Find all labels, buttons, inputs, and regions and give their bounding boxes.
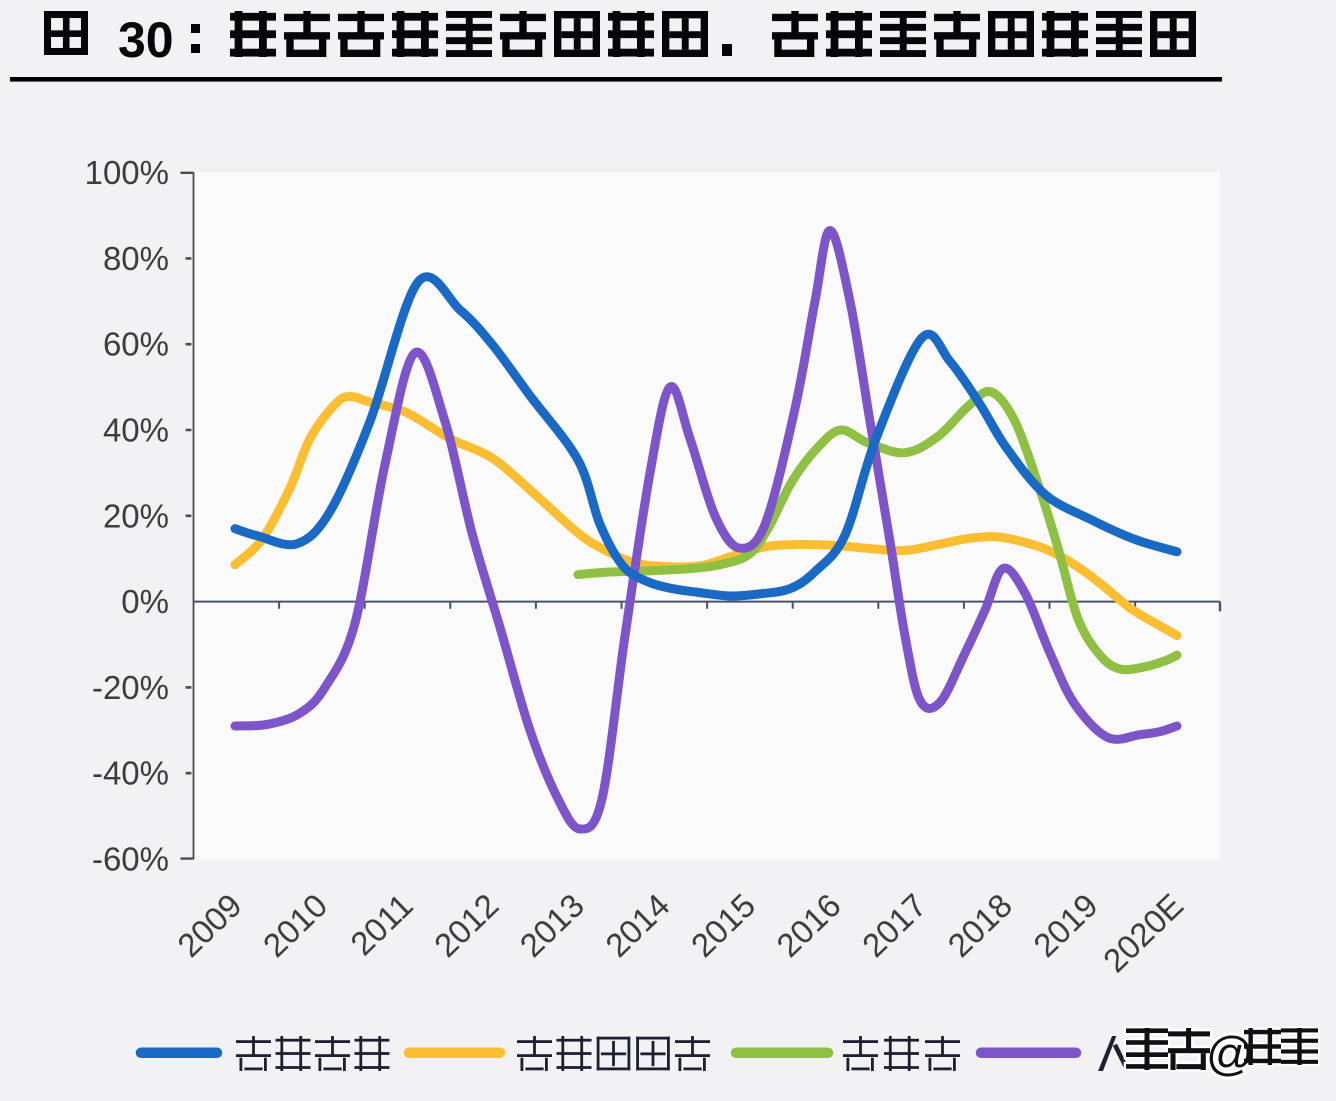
svg-text:20%: 20% bbox=[103, 497, 169, 534]
svg-text:30: 30 bbox=[118, 12, 174, 68]
svg-text:@: @ bbox=[1206, 1027, 1254, 1080]
svg-text:@: @ bbox=[1206, 1027, 1254, 1080]
svg-text:60%: 60% bbox=[103, 326, 169, 363]
svg-text:-40%: -40% bbox=[92, 755, 169, 792]
svg-text:0%: 0% bbox=[121, 583, 169, 620]
svg-text:40%: 40% bbox=[103, 412, 169, 449]
svg-text:100%: 100% bbox=[85, 154, 169, 191]
svg-text:-20%: -20% bbox=[92, 669, 169, 706]
svg-text:80%: 80% bbox=[103, 240, 169, 277]
svg-text:-60%: -60% bbox=[92, 841, 169, 878]
